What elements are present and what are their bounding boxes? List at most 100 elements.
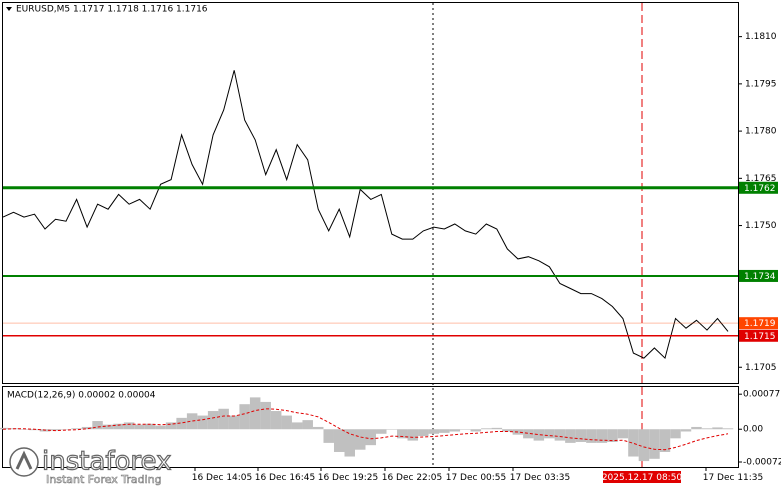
y-tick-label: 1.1810 (745, 32, 777, 42)
macd-bar (649, 429, 660, 459)
macd-bar (81, 426, 93, 430)
macd-bar (533, 429, 545, 441)
macd-bar (680, 429, 692, 432)
price-line (2, 70, 729, 360)
macd-bar (701, 428, 713, 430)
macd-bar (596, 429, 608, 443)
macd-bar (407, 429, 419, 441)
macd-bar (365, 429, 377, 446)
macd-bar (344, 429, 355, 457)
macd-bar (228, 415, 240, 430)
cursor-label: 2025.12.17 08:50 (602, 473, 683, 483)
macd-bar (354, 429, 366, 450)
macd-bar (50, 429, 61, 431)
macd-bar (691, 426, 702, 430)
x-tick-label: 17 Dec 11:35 (703, 473, 764, 483)
level-label: 1.1762 (744, 184, 776, 194)
x-tick-label: 16 Dec 16:45 (255, 473, 316, 483)
macd-bar (186, 413, 198, 430)
macd-bar (386, 429, 398, 430)
macd-bar (144, 423, 156, 430)
macd-bar (523, 429, 534, 439)
x-tick-label: 16 Dec 14:05 (192, 473, 253, 483)
x-tick-label: 16 Dec 19:25 (318, 473, 379, 483)
logo: instaforex Instant Forex Trading (9, 446, 172, 486)
plot-layer: 1.1810 1.1795 1.1780 1.1765 1.1750 1.1705 0.00… (0, 32, 781, 483)
y-tick-label: 1.1765 (745, 174, 777, 184)
macd-bar (197, 415, 208, 430)
chart-title: EURUSD,M5 1.1717 1.1718 1.1716 1.1716 (16, 5, 208, 15)
macd-bar (575, 429, 587, 442)
macd-bar (113, 423, 124, 430)
macd-bar (502, 429, 513, 432)
macd-bar (260, 401, 271, 430)
macd-bar (554, 429, 566, 441)
macd-bar (481, 428, 492, 430)
macd-bar (207, 411, 219, 430)
macd-bar (491, 427, 503, 430)
macd-bar (302, 420, 313, 430)
y-tick-label: 1.1705 (745, 363, 777, 373)
macd-bar (71, 428, 82, 430)
macd-bar (165, 422, 177, 430)
macd-bar (565, 429, 576, 443)
macd-bar (544, 429, 555, 439)
macd-bar (155, 425, 166, 430)
y-tick-label: 1.1795 (745, 79, 777, 89)
cursor-label-box (603, 471, 681, 483)
macd-bar (712, 427, 723, 430)
macd-signal (2, 408, 729, 451)
title-marker (6, 7, 12, 11)
level-label-box (739, 181, 778, 194)
macd-bar (176, 417, 187, 430)
macd-bar (628, 429, 639, 457)
y-tick-label: 1.1780 (745, 127, 777, 137)
level-label: 1.1719 (744, 319, 776, 329)
macd-bar (470, 429, 482, 432)
macd-bar (102, 424, 114, 430)
macd-bar (239, 404, 250, 430)
x-tick-label: 16 Dec 22:05 (382, 473, 443, 483)
macd-bar (281, 415, 292, 430)
x-tick-label: 17 Dec 00:55 (446, 473, 507, 483)
macd-bar (659, 429, 671, 452)
macd-tick-label: -0.00072 (743, 457, 781, 467)
macd-pane (2, 386, 739, 468)
macd-bar (134, 424, 145, 430)
macd-bar (18, 429, 30, 430)
macd-bar (218, 408, 229, 430)
macd-bar (439, 429, 450, 433)
macd-bar (418, 429, 429, 437)
macd-bar (0, 427, 9, 430)
macd-bar (607, 429, 618, 442)
logo-icon-mark (15, 450, 33, 470)
macd-bar (270, 411, 282, 430)
macd-bar (92, 421, 103, 430)
macd-bar (291, 422, 303, 430)
y-tick-label: 1.1750 (745, 221, 777, 231)
level-label-box (739, 329, 778, 342)
macd-bar (428, 429, 440, 434)
macd-title: MACD(12,26,9) 0.00002 0.00004 (7, 391, 156, 401)
price-pane (2, 2, 739, 384)
macd-bar (123, 422, 135, 430)
x-tick-label: 17 Dec 03:35 (510, 473, 571, 483)
macd-bar (323, 429, 334, 443)
macd-bar (449, 429, 461, 432)
macd-bar (312, 426, 324, 430)
macd-bar (722, 428, 734, 430)
macd-bar (376, 429, 387, 434)
level-label-box (739, 317, 778, 330)
macd-bar (397, 429, 408, 439)
macd-bar (460, 429, 471, 430)
macd-bar (638, 429, 650, 462)
logo-name: instaforex (42, 447, 171, 477)
level-label: 1.1734 (744, 272, 776, 282)
macd-bar (60, 429, 72, 430)
macd-bar (586, 429, 597, 443)
macd-bar (249, 397, 261, 430)
level-label-box (739, 269, 778, 282)
level-label: 1.1715 (744, 332, 776, 342)
